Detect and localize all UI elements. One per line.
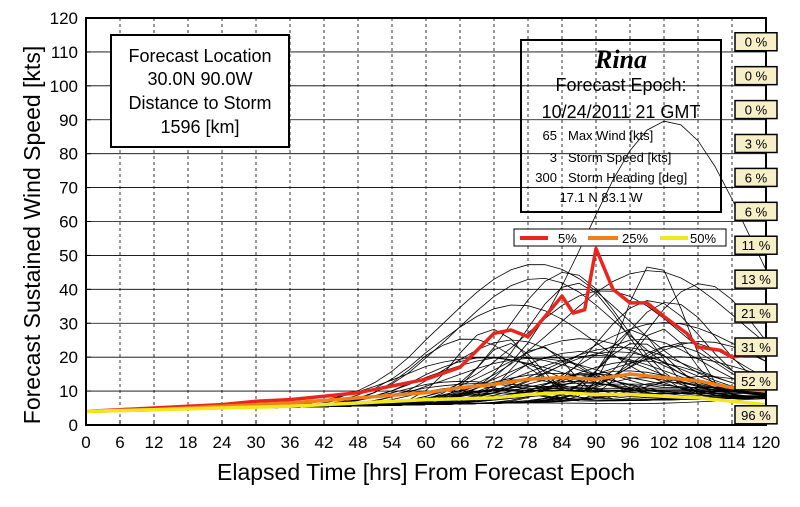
storm-heading-value: 300 — [535, 170, 557, 185]
probability-box — [734, 303, 778, 323]
probability-label: 13 % — [741, 272, 771, 287]
probability-label: 52 % — [741, 374, 771, 389]
y-tick-label: 30 — [59, 314, 78, 333]
probability-box — [734, 99, 778, 120]
y-tick-label: 0 — [69, 416, 78, 435]
series-line-5pct — [85, 246, 766, 414]
location-title: Forecast Location — [128, 46, 271, 66]
probability-label: 3 % — [745, 136, 768, 151]
probability-box — [734, 337, 778, 357]
y-tick-label: 100 — [50, 77, 78, 96]
forecast-epoch-value: 10/24/2011 21 GMT — [542, 102, 701, 122]
forecast-location-box: Forecast Location 30.0N 90.0W Distance t… — [110, 34, 290, 148]
x-tick-label: 84 — [553, 433, 572, 452]
y-tick-label: 60 — [59, 213, 78, 232]
x-tick-label: 6 — [115, 433, 124, 452]
x-tick-label: 60 — [417, 433, 436, 452]
storm-position: 17.1 N 83.1 W — [559, 190, 643, 205]
x-tick-label: 48 — [349, 433, 368, 452]
distance-title: Distance to Storm — [128, 93, 271, 113]
x-tick-label: 78 — [519, 433, 538, 452]
y-tick-label: 70 — [59, 179, 78, 198]
legend-label-50pct: 50% — [690, 231, 716, 246]
storm-speed-value: 3 — [550, 150, 557, 165]
percentile-series — [85, 246, 767, 414]
y-tick-label: 10 — [59, 382, 78, 401]
probability-box — [734, 65, 778, 86]
x-tick-label: 96 — [621, 433, 640, 452]
probability-label: 0 % — [745, 35, 768, 50]
legend-frame — [513, 228, 727, 247]
x-tick-label: 54 — [383, 433, 402, 452]
legend: 5% 25% 50% — [513, 228, 727, 247]
x-tick-label: 90 — [587, 433, 606, 452]
x-tick-label: 102 — [650, 433, 678, 452]
max-wind-value: 65 — [543, 128, 557, 143]
x-tick-label: 66 — [451, 433, 470, 452]
x-tick-label: 24 — [213, 433, 232, 452]
x-tick-label: 0 — [81, 433, 90, 452]
location-box-frame — [110, 34, 290, 148]
probability-label: 11 % — [742, 238, 771, 253]
x-tick-label: 120 — [752, 433, 780, 452]
probability-box — [734, 133, 778, 154]
probability-box — [734, 235, 778, 255]
legend-label-25pct: 25% — [622, 231, 648, 246]
probability-box — [734, 269, 778, 289]
x-tick-label: 30 — [247, 433, 266, 452]
probability-box — [734, 371, 778, 391]
exceedance-probability-column: 96 % 52 % 31 % 21 % 13 % 11 % 6 % 6 % 3 % 0 % 0 % 0… — [734, 31, 778, 425]
y-tick-label: 20 — [59, 348, 78, 367]
probability-label: 6 % — [745, 170, 768, 185]
x-axis-title: Elapsed Time [hrs] From Forecast Epoch — [217, 459, 635, 485]
probability-box — [734, 405, 778, 425]
location-coordinates: 30.0N 90.0W — [147, 69, 252, 89]
y-tick-label: 110 — [51, 43, 78, 62]
storm-box-frame — [520, 39, 722, 213]
y-tick-label: 120 — [50, 9, 78, 28]
probability-label: 31 % — [741, 340, 771, 355]
x-tick-label: 42 — [315, 433, 334, 452]
x-tick-label: 36 — [281, 433, 300, 452]
y-tick-label: 50 — [59, 246, 78, 265]
storm-info-box: Rina Forecast Epoch: 10/24/2011 21 GMT 6… — [520, 39, 722, 213]
forecast-epoch-label: Forecast Epoch: — [555, 75, 686, 95]
max-wind-label: Max Wind [kts] — [568, 128, 653, 143]
x-tick-label: 18 — [179, 433, 198, 452]
probability-box — [734, 201, 778, 222]
probability-label: 21 % — [741, 306, 771, 321]
x-tick-label: 108 — [684, 433, 712, 452]
probability-box — [734, 167, 778, 188]
probability-label: 0 % — [745, 103, 768, 118]
storm-name: Rina — [594, 45, 647, 74]
y-axis-ticks: 0 10 20 30 40 50 60 70 80 90 100 110 120 — [50, 9, 91, 435]
x-axis-ticks: 0 6 12 18 24 30 36 42 48 54 60 66 72 78 84 90 96 102 108 11… — [81, 420, 780, 452]
probability-label: 96 % — [741, 408, 771, 423]
y-tick-label: 80 — [59, 145, 78, 164]
series-line-50pct — [85, 391, 767, 414]
y-axis-title: Forecast Sustained Wind Speed [kts] — [19, 46, 45, 424]
storm-speed-label: Storm Speed [kts] — [568, 150, 671, 165]
legend-label-5pct: 5% — [558, 231, 577, 246]
distance-value: 1596 [km] — [160, 117, 239, 137]
probability-box — [734, 31, 778, 52]
x-tick-label: 114 — [718, 433, 745, 452]
x-tick-label: 72 — [485, 433, 504, 452]
x-tick-label: 12 — [145, 433, 164, 452]
storm-heading-label: Storm Heading [deg] — [568, 170, 687, 185]
probability-label: 0 % — [745, 69, 768, 84]
y-tick-label: 90 — [59, 111, 78, 130]
series-line-25pct — [85, 372, 767, 414]
probability-label: 6 % — [745, 204, 768, 219]
y-tick-label: 40 — [59, 280, 78, 299]
